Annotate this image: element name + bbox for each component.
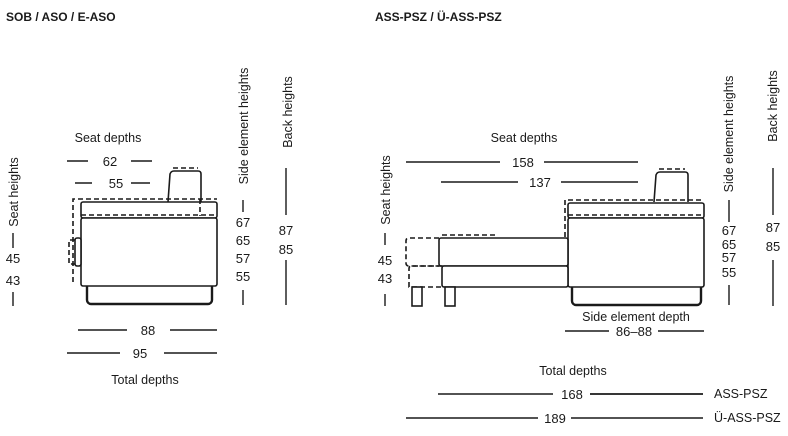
chaise-sofa-side-view	[405, 168, 705, 307]
back-heights-label: Back heights	[766, 70, 780, 142]
side-element-height-value: 57	[236, 251, 250, 266]
total-depth-value: 168	[561, 387, 583, 402]
seat-height-value: 45	[378, 253, 392, 268]
side-element-height-value: 57	[722, 250, 736, 265]
seat-height-value: 43	[6, 273, 20, 288]
panel-title: SOB / ASO / E-ASO	[6, 10, 116, 24]
total-depth-value: 88	[141, 323, 155, 338]
back-heights-label: Back heights	[281, 76, 295, 148]
seat-depth-value: 158	[512, 155, 534, 170]
seat-depths-label: Seat depths	[75, 131, 142, 145]
side-element-height-value: 67	[722, 223, 736, 238]
side-element-depth-label: Side element depth	[582, 310, 690, 324]
seat-heights-label: Seat heights	[7, 157, 21, 227]
side-element-height-value: 67	[236, 215, 250, 230]
seat-depths-label: Seat depths	[491, 131, 558, 145]
seat-depth-value: 55	[109, 176, 123, 191]
side-element-heights-label: Side element heights	[237, 68, 251, 185]
seat-height-value: 45	[6, 251, 20, 266]
back-height-value: 87	[279, 223, 293, 238]
back-height-value: 85	[279, 242, 293, 257]
total-depth-value: 95	[133, 346, 147, 361]
total-depth-value: 189	[544, 411, 566, 426]
seat-height-value: 43	[378, 271, 392, 286]
model-label: Ü-ASS-PSZ	[714, 411, 781, 425]
side-element-height-value: 55	[722, 265, 736, 280]
panel-sob-aso-e-aso: SOB / ASO / E-ASO Seat depths 62 55 Seat…	[6, 10, 295, 387]
seat-depth-value: 62	[103, 154, 117, 169]
model-label: ASS-PSZ	[714, 387, 768, 401]
leg	[444, 286, 456, 307]
total-depths-label: Total depths	[111, 373, 178, 387]
back-height-value: 87	[766, 220, 780, 235]
side-element-height-value: 65	[236, 233, 250, 248]
side-element-height-value: 55	[236, 269, 250, 284]
panel-title: ASS-PSZ / Ü-ASS-PSZ	[375, 9, 502, 24]
side-element-depth-value: 86–88	[616, 324, 652, 339]
sofa-side-view	[68, 167, 218, 306]
side-element-height-value: 65	[722, 237, 736, 252]
seat-depth-value: 137	[529, 175, 551, 190]
back-height-value: 85	[766, 239, 780, 254]
total-depths-label: Total depths	[539, 364, 606, 378]
panel-ass-psz: ASS-PSZ / Ü-ASS-PSZ Seat depths 158 137 …	[375, 9, 781, 426]
leg	[411, 286, 423, 307]
side-element-heights-label: Side element heights	[722, 76, 736, 193]
seat-heights-label: Seat heights	[379, 155, 393, 225]
